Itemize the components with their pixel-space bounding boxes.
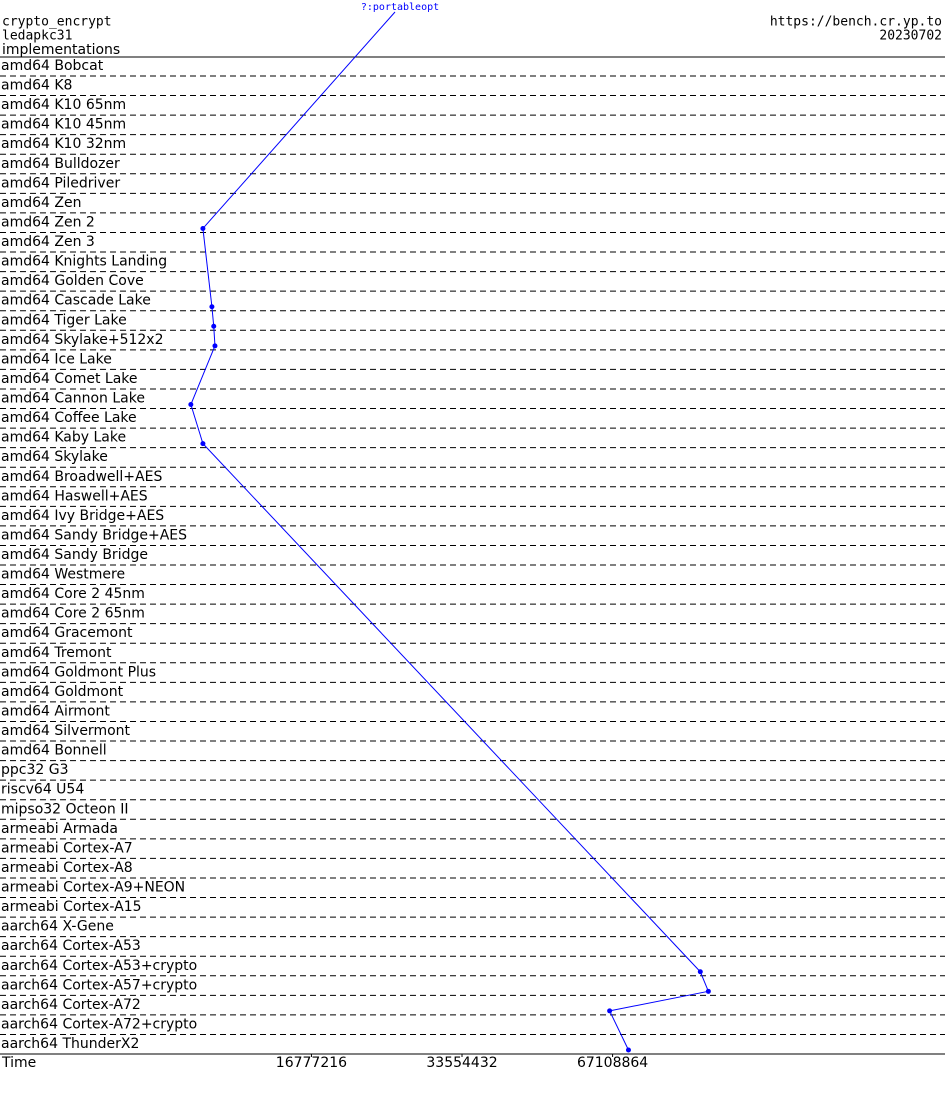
header-label: implementations xyxy=(2,42,120,58)
series-line xyxy=(202,228,213,307)
header-left: ledapkc31 xyxy=(2,29,72,44)
row-label: amd64 Bonnell xyxy=(1,743,107,759)
row-label: amd64 Zen 2 xyxy=(1,214,95,230)
x-tick-label: 16777216 xyxy=(276,1055,347,1071)
row-label: amd64 K10 65nm xyxy=(1,97,126,113)
row-label: amd64 Kaby Lake xyxy=(1,430,126,446)
row-label: amd64 Cannon Lake xyxy=(1,391,145,407)
row-label: amd64 Goldmont xyxy=(1,684,124,700)
data-point xyxy=(209,304,215,310)
series-label: ?:portableopt xyxy=(361,2,439,13)
series-line xyxy=(190,345,216,405)
row-label: amd64 Tiger Lake xyxy=(1,312,127,328)
row-label: aarch64 Cortex-A72 xyxy=(1,997,141,1013)
x-tick-label: 33554432 xyxy=(426,1055,497,1071)
row-label: armeabi Cortex-A7 xyxy=(1,840,133,856)
row-label: amd64 Silvermont xyxy=(1,723,131,739)
row-label: amd64 K8 xyxy=(1,78,72,94)
row-label: amd64 Bulldozer xyxy=(1,156,120,172)
row-label: amd64 Piledriver xyxy=(1,175,120,191)
x-axis-label: Time xyxy=(1,1055,36,1071)
row-label: amd64 Ivy Bridge+AES xyxy=(1,508,164,524)
header-right: https://bench.cr.yp.to xyxy=(770,15,942,30)
data-point xyxy=(697,969,703,975)
row-label: aarch64 ThunderX2 xyxy=(1,1036,139,1052)
row-label: ppc32 G3 xyxy=(1,762,69,778)
row-label: amd64 Golden Cove xyxy=(1,273,144,289)
row-label: amd64 Core 2 45nm xyxy=(1,586,145,602)
row-label: amd64 Haswell+AES xyxy=(1,488,148,504)
x-tick-label: 67108864 xyxy=(577,1055,648,1071)
data-point xyxy=(200,225,206,231)
series-line xyxy=(211,306,215,327)
series-line xyxy=(202,443,701,973)
row-label: amd64 Ice Lake xyxy=(1,351,112,367)
row-label: amd64 K10 32nm xyxy=(1,136,126,152)
row-label: riscv64 U54 xyxy=(1,782,84,798)
row-label: amd64 Tremont xyxy=(1,645,112,661)
row-label: amd64 Gracemont xyxy=(1,625,133,641)
series-line xyxy=(609,990,709,1012)
data-point xyxy=(625,1047,631,1053)
row-label: aarch64 Cortex-A53+crypto xyxy=(1,958,197,974)
row-label: aarch64 Cortex-A72+crypto xyxy=(1,1016,197,1032)
header-right: 20230702 xyxy=(879,29,942,44)
row-label: amd64 Comet Lake xyxy=(1,371,138,387)
row-label: amd64 Broadwell+AES xyxy=(1,469,162,485)
row-label: amd64 Westmere xyxy=(1,567,125,583)
row-label: amd64 Bobcat xyxy=(1,58,104,74)
row-label: amd64 Coffee Lake xyxy=(1,410,137,426)
row-label: amd64 Sandy Bridge xyxy=(1,547,148,563)
row-label: amd64 Skylake+512x2 xyxy=(1,332,163,348)
row-label: armeabi Armada xyxy=(1,821,118,837)
series-line xyxy=(190,404,204,444)
row-label: amd64 Zen 3 xyxy=(1,234,95,250)
row-label: aarch64 Cortex-A53 xyxy=(1,938,141,954)
data-point xyxy=(212,343,218,349)
row-label: mipso32 Octeon II xyxy=(1,801,129,817)
data-point xyxy=(705,988,711,994)
row-label: armeabi Cortex-A9+NEON xyxy=(1,880,185,896)
row-label: amd64 Core 2 65nm xyxy=(1,606,145,622)
row-label: amd64 K10 45nm xyxy=(1,117,126,133)
row-label: armeabi Cortex-A8 xyxy=(1,860,133,876)
row-label: amd64 Airmont xyxy=(1,703,110,719)
row-label: amd64 Skylake xyxy=(1,449,108,465)
row-label: amd64 Zen xyxy=(1,195,81,211)
series-line xyxy=(699,971,709,992)
row-label: amd64 Sandy Bridge+AES xyxy=(1,527,187,543)
row-label: amd64 Knights Landing xyxy=(1,254,167,270)
series-line xyxy=(213,326,216,346)
row-label: aarch64 Cortex-A57+crypto xyxy=(1,977,197,993)
row-label: amd64 Goldmont Plus xyxy=(1,664,156,680)
series-line xyxy=(609,1010,629,1051)
data-point xyxy=(188,402,194,408)
row-label: amd64 Cascade Lake xyxy=(1,293,151,309)
row-label: armeabi Cortex-A15 xyxy=(1,899,142,915)
data-point xyxy=(607,1008,613,1014)
label-leader xyxy=(202,11,396,229)
header-left: crypto_encrypt xyxy=(2,15,112,30)
data-point xyxy=(211,323,217,329)
row-label: aarch64 X-Gene xyxy=(1,919,114,935)
data-point xyxy=(200,441,206,447)
